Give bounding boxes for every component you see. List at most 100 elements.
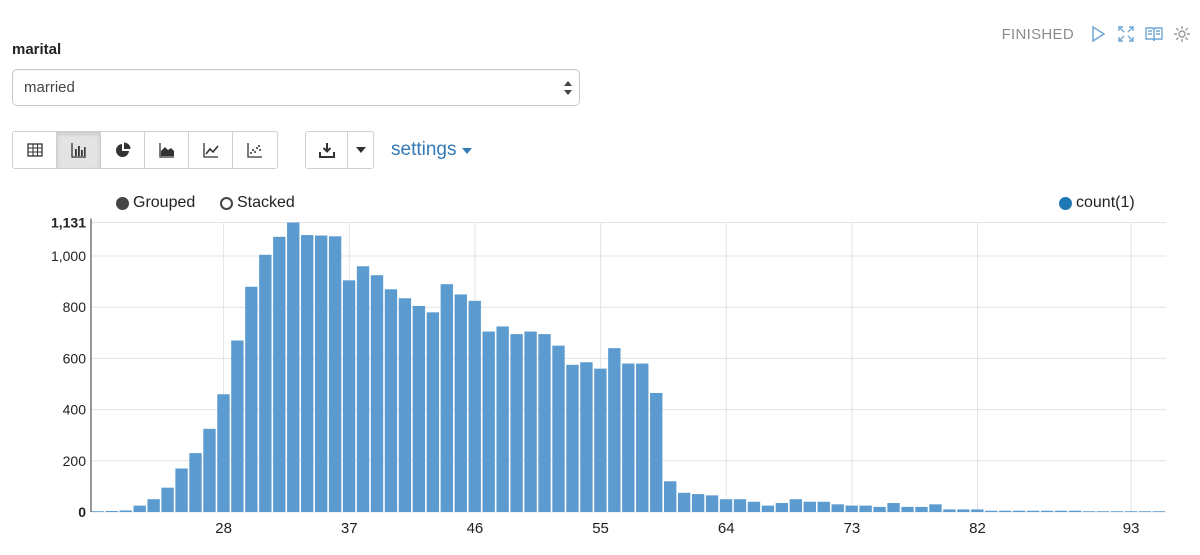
- play-icon[interactable]: [1088, 24, 1108, 44]
- bar[interactable]: [580, 362, 593, 512]
- bar[interactable]: [510, 334, 523, 512]
- bar[interactable]: [259, 254, 272, 512]
- bar[interactable]: [1110, 511, 1124, 512]
- bar[interactable]: [245, 286, 258, 512]
- bar[interactable]: [999, 510, 1012, 512]
- bar[interactable]: [1026, 510, 1040, 512]
- bar[interactable]: [426, 312, 440, 512]
- bar[interactable]: [733, 499, 747, 512]
- bar[interactable]: [594, 368, 607, 512]
- bar[interactable]: [817, 501, 830, 512]
- bar[interactable]: [901, 506, 914, 512]
- line-chart-button[interactable]: [189, 132, 233, 168]
- bar[interactable]: [454, 294, 467, 512]
- marital-select[interactable]: married: [12, 69, 580, 106]
- bar[interactable]: [915, 506, 928, 512]
- bar[interactable]: [1124, 511, 1138, 512]
- bar[interactable]: [650, 392, 663, 512]
- line-chart-icon: [202, 143, 219, 158]
- bar[interactable]: [328, 236, 342, 513]
- bar[interactable]: [1138, 511, 1152, 512]
- grouped-toggle[interactable]: Grouped: [116, 194, 195, 212]
- bar[interactable]: [231, 340, 244, 512]
- download-button[interactable]: [306, 132, 348, 168]
- bar[interactable]: [831, 504, 844, 512]
- bar[interactable]: [161, 487, 174, 512]
- bar[interactable]: [887, 503, 900, 512]
- download-dropdown-button[interactable]: [348, 132, 373, 168]
- series-legend-label: count(1): [1076, 194, 1135, 211]
- bar[interactable]: [985, 510, 998, 512]
- bar[interactable]: [943, 509, 956, 512]
- bar[interactable]: [677, 492, 691, 512]
- bar[interactable]: [636, 363, 649, 512]
- bar[interactable]: [370, 275, 384, 512]
- bar[interactable]: [1040, 510, 1054, 512]
- bar[interactable]: [203, 428, 216, 512]
- bar[interactable]: [971, 509, 984, 512]
- bar[interactable]: [705, 495, 719, 512]
- bar[interactable]: [119, 510, 132, 512]
- pie-chart-icon: [115, 142, 130, 157]
- bar[interactable]: [803, 501, 816, 512]
- fullscreen-icon[interactable]: [1116, 24, 1136, 44]
- bar[interactable]: [775, 503, 789, 512]
- bar[interactable]: [287, 222, 300, 513]
- grouped-radio-icon: [116, 196, 129, 210]
- bar[interactable]: [552, 345, 565, 512]
- bar[interactable]: [664, 481, 677, 512]
- bar[interactable]: [412, 305, 426, 512]
- bar[interactable]: [622, 363, 635, 512]
- bar[interactable]: [859, 505, 872, 512]
- bar[interactable]: [608, 348, 621, 512]
- bar[interactable]: [761, 505, 775, 512]
- bar[interactable]: [747, 501, 761, 512]
- bar[interactable]: [468, 300, 481, 512]
- settings-toggle[interactable]: settings: [391, 139, 473, 161]
- stacked-toggle[interactable]: Stacked: [220, 194, 295, 212]
- stacked-radio-icon: [220, 196, 233, 210]
- pie-chart-button[interactable]: [101, 132, 145, 168]
- bar[interactable]: [1096, 511, 1110, 512]
- gear-icon[interactable]: [1172, 24, 1192, 44]
- bar[interactable]: [496, 326, 509, 512]
- area-chart-button[interactable]: [145, 132, 189, 168]
- area-chart-icon: [158, 143, 174, 158]
- bar[interactable]: [789, 499, 803, 512]
- bar[interactable]: [1068, 510, 1082, 512]
- book-icon[interactable]: [1144, 24, 1164, 44]
- table-view-button[interactable]: [13, 132, 57, 168]
- bar[interactable]: [175, 468, 188, 512]
- bar[interactable]: [1152, 511, 1165, 512]
- bar[interactable]: [273, 236, 286, 512]
- bar[interactable]: [1082, 511, 1096, 512]
- series-legend-item[interactable]: count(1): [1059, 194, 1135, 212]
- bar[interactable]: [217, 394, 230, 512]
- bar[interactable]: [356, 266, 370, 512]
- bar[interactable]: [398, 298, 412, 512]
- bar[interactable]: [384, 289, 398, 512]
- bar[interactable]: [440, 284, 453, 512]
- bar[interactable]: [719, 499, 733, 512]
- bar[interactable]: [105, 510, 118, 512]
- bar[interactable]: [147, 499, 160, 512]
- bar[interactable]: [189, 453, 202, 512]
- bar[interactable]: [1054, 510, 1068, 512]
- bar[interactable]: [929, 504, 942, 512]
- scatter-chart-button[interactable]: [233, 132, 277, 168]
- bar[interactable]: [133, 505, 146, 512]
- bar-chart-button[interactable]: [57, 132, 101, 168]
- bar[interactable]: [691, 494, 705, 512]
- bar[interactable]: [566, 364, 579, 512]
- bar[interactable]: [845, 505, 858, 512]
- bar[interactable]: [91, 511, 104, 512]
- bar[interactable]: [538, 334, 551, 512]
- bar[interactable]: [957, 509, 970, 512]
- bar[interactable]: [524, 331, 537, 512]
- bar[interactable]: [314, 235, 328, 512]
- bar[interactable]: [342, 280, 356, 512]
- bar[interactable]: [301, 235, 314, 513]
- bar[interactable]: [482, 331, 495, 512]
- bar[interactable]: [873, 506, 886, 512]
- bar[interactable]: [1013, 510, 1026, 512]
